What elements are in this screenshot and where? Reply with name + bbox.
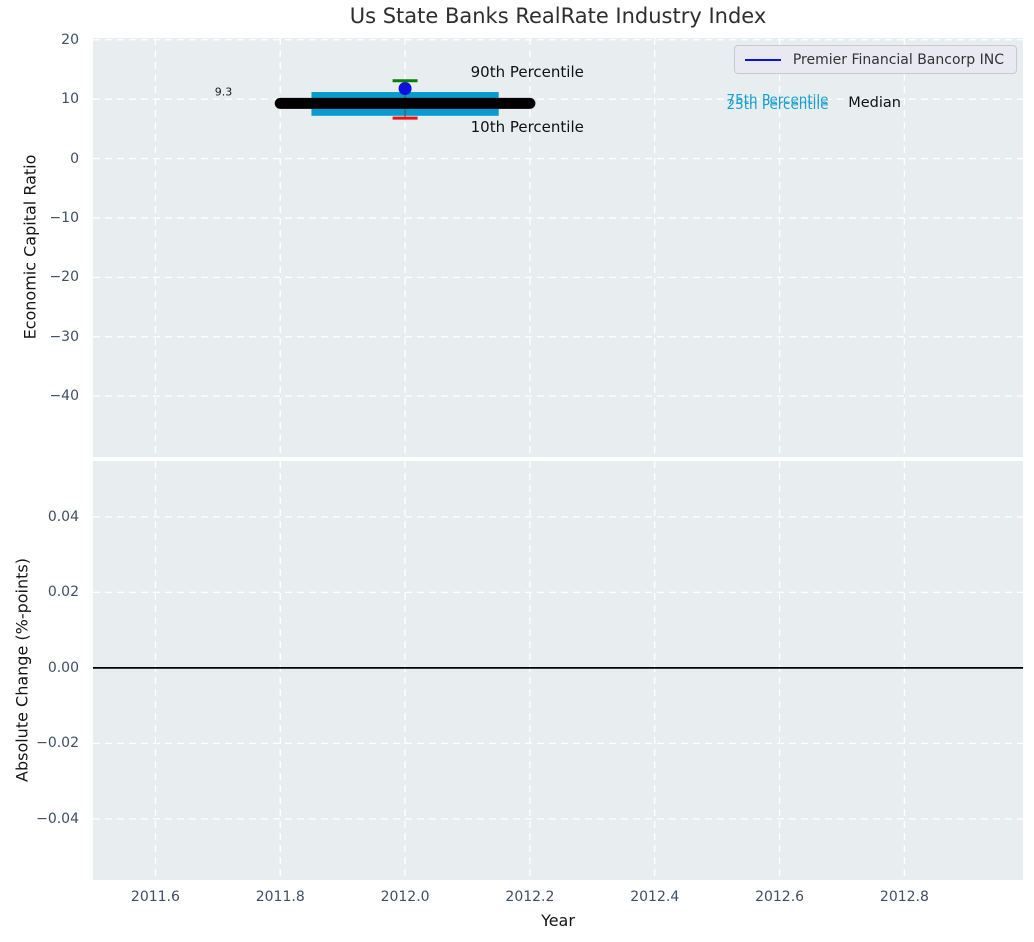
p25-annotation: 25th Percentile (726, 97, 829, 114)
x-axis-label: Year (541, 911, 575, 930)
top-axes-plot (93, 38, 1023, 457)
y-tick-label: −10 (49, 209, 79, 226)
x-tick-label: 2012.0 (380, 889, 430, 905)
x-tick-label: 2012.4 (630, 889, 680, 905)
y-tick-label: −0.02 (36, 735, 79, 752)
x-tick-label: 2012.6 (755, 889, 805, 905)
x-tick-label: 2011.6 (130, 889, 180, 905)
median-value-annotation: 9.3 (214, 85, 233, 99)
y-tick-label: 20 (61, 31, 79, 48)
legend: Premier Financial Bancorp INC (733, 45, 1017, 74)
y-axis-label-bottom: Absolute Change (%-points) (12, 558, 32, 782)
y-tick-label: −0.04 (36, 810, 79, 827)
y-tick-label: −40 (49, 388, 79, 405)
y-tick-label: 10 (61, 91, 79, 108)
y-axis-label-top: Economic Capital Ratio (20, 154, 40, 340)
y-tick-label: 0.04 (47, 508, 79, 525)
company-point (398, 81, 412, 95)
p10-annotation: 10th Percentile (470, 118, 584, 137)
bottom-axes-plot (93, 461, 1023, 880)
y-tick-label: −20 (49, 269, 79, 286)
legend-line-icon (744, 58, 781, 61)
y-tick-label: 0.02 (47, 584, 79, 601)
y-tick-label: −30 (49, 328, 79, 345)
p90-annotation: 90th Percentile (470, 63, 584, 82)
p75-annotation: 75th Percentile (726, 92, 829, 109)
legend-entry-label: Premier Financial Bancorp INC (792, 51, 1004, 68)
chart-title: Us State Banks RealRate Industry Index (349, 4, 767, 28)
median-text-annotation: Median (848, 95, 901, 112)
x-tick-label: 2012.2 (505, 889, 555, 905)
y-tick-label: 0.00 (47, 659, 79, 676)
y-tick-label: 0 (70, 150, 79, 167)
x-tick-label: 2011.8 (255, 889, 305, 905)
x-tick-label: 2012.8 (879, 889, 929, 905)
